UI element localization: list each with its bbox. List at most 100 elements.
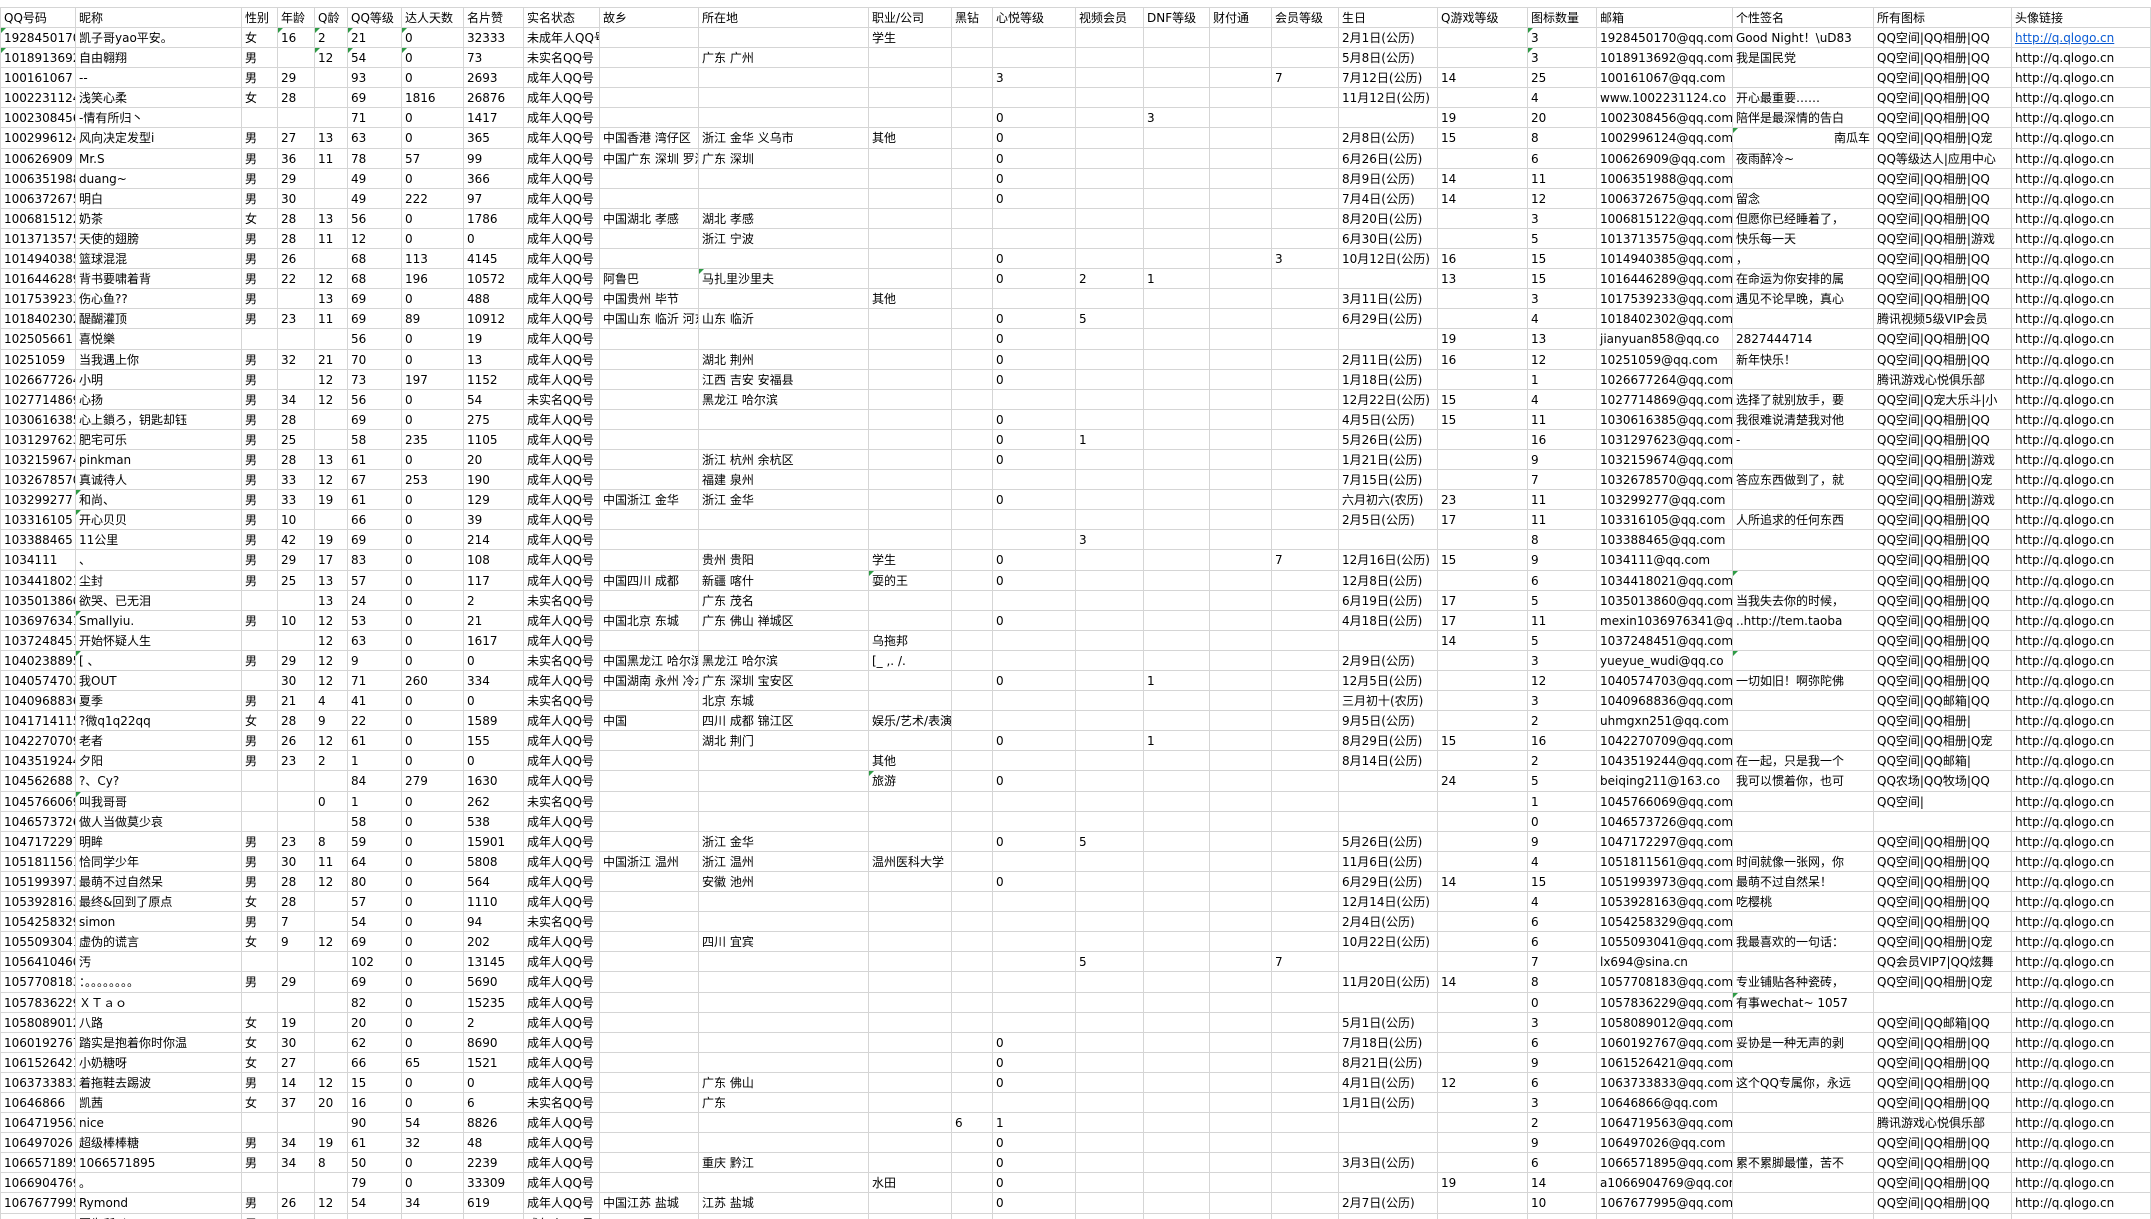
cell[interactable]: 0 [1528, 811, 1597, 832]
cell[interactable]: 0 [402, 550, 464, 571]
cell[interactable]: 成年人QQ号 [524, 610, 600, 631]
cell[interactable] [242, 630, 278, 651]
cell[interactable]: 15 [1438, 128, 1528, 149]
cell[interactable] [1438, 1113, 1528, 1134]
cell[interactable]: ?、Cy? [76, 771, 242, 792]
cell[interactable] [869, 1193, 952, 1214]
cell[interactable]: 1047172297@qq.com [1597, 831, 1733, 852]
cell[interactable]: 0 [402, 349, 464, 370]
cell[interactable]: 其他 [869, 128, 952, 149]
cell[interactable] [1438, 831, 1528, 852]
cell[interactable]: 103299277 [0, 490, 76, 511]
cell[interactable] [1733, 811, 1874, 832]
cell[interactable]: 人所追求的任何东西 [1733, 510, 1874, 531]
cell[interactable] [1272, 751, 1339, 772]
cell[interactable] [1210, 1052, 1272, 1073]
cell[interactable]: 84 [348, 771, 402, 792]
cell[interactable]: 成年人QQ号 [524, 228, 600, 250]
cell[interactable]: 5 [1076, 309, 1144, 330]
cell[interactable]: 0 [993, 550, 1076, 571]
cell[interactable]: 3 [1528, 208, 1597, 229]
cell[interactable] [952, 851, 993, 872]
cell[interactable] [1272, 1092, 1339, 1114]
cell[interactable]: 71 [348, 108, 402, 129]
cell[interactable]: 3 [1528, 1092, 1597, 1114]
cell[interactable]: QQ空间|QQ相册|QQ [1874, 550, 2012, 571]
cell[interactable]: 广东 广州 [699, 48, 869, 69]
cell[interactable]: 1061526421@qq.com [1597, 1052, 1733, 1073]
cell[interactable] [952, 972, 993, 993]
cell[interactable]: 0 [993, 108, 1076, 129]
column-header[interactable]: 图标数量 [1528, 7, 1597, 28]
column-header[interactable]: 头像链接 [2012, 7, 2151, 28]
cell[interactable] [315, 510, 348, 531]
cell[interactable]: 26876 [464, 88, 524, 109]
cell[interactable] [1272, 731, 1339, 752]
cell[interactable]: 82 [348, 992, 402, 1013]
cell[interactable]: 21 [464, 610, 524, 631]
cell[interactable]: 17 [1438, 510, 1528, 531]
cell[interactable]: 小奶糖呀 [76, 1052, 242, 1073]
cell[interactable]: 1 [348, 751, 402, 772]
cell[interactable] [600, 1052, 699, 1073]
cell[interactable] [1272, 269, 1339, 290]
cell[interactable] [1438, 992, 1528, 1013]
cell[interactable]: 0 [402, 409, 464, 430]
cell[interactable]: 0 [402, 992, 464, 1013]
cell[interactable]: 89 [402, 309, 464, 330]
cell[interactable] [869, 490, 952, 511]
cell[interactable]: 0 [402, 48, 464, 69]
cell[interactable]: 0 [993, 1052, 1076, 1073]
cell[interactable] [952, 208, 993, 229]
cell[interactable]: 成年人QQ号 [524, 811, 600, 832]
cell[interactable]: 女 [242, 28, 278, 49]
cell[interactable]: 2月11日(公历) [1339, 349, 1438, 370]
cell[interactable]: 1054258329@qq.com [1597, 912, 1733, 933]
cell[interactable]: 女 [242, 208, 278, 229]
cell[interactable]: 成年人QQ号 [524, 510, 600, 531]
cell[interactable]: 广东 深圳 宝安区 [699, 671, 869, 692]
cell[interactable]: http://q.qlogo.cn [2012, 1173, 2151, 1194]
cell[interactable]: QQ空间|QQ相册|Q宠 [1874, 128, 2012, 149]
cell[interactable]: http://q.qlogo.cn [2012, 671, 2151, 692]
cell[interactable]: 未实名QQ号 [524, 590, 600, 611]
cell[interactable]: 48 [464, 1133, 524, 1154]
cell[interactable] [952, 630, 993, 651]
cell[interactable]: 56 [348, 208, 402, 229]
cell[interactable]: 0 [993, 610, 1076, 631]
cell[interactable]: 34 [402, 1193, 464, 1214]
cell[interactable]: 广东 佛山 [699, 1072, 869, 1093]
cell[interactable]: 恰同学少年 [76, 851, 242, 872]
cell[interactable] [1144, 550, 1210, 571]
cell[interactable]: 28 [278, 871, 315, 893]
cell[interactable]: 成年人QQ号 [524, 871, 600, 893]
cell[interactable]: 成年人QQ号 [524, 269, 600, 290]
cell[interactable] [1339, 1133, 1438, 1154]
cell[interactable]: 1053928163 [0, 892, 76, 913]
cell[interactable]: 1630 [464, 771, 524, 792]
cell[interactable]: 15 [1438, 731, 1528, 752]
cell[interactable]: 11 [315, 851, 348, 872]
cell[interactable] [1210, 88, 1272, 109]
cell[interactable] [600, 168, 699, 189]
cell[interactable] [952, 771, 993, 792]
cell[interactable]: http://q.qlogo.cn [2012, 208, 2151, 229]
cell[interactable]: 30 [278, 1032, 315, 1053]
cell[interactable]: 10912 [464, 309, 524, 330]
cell[interactable]: 253 [402, 470, 464, 491]
cell[interactable]: 28 [278, 208, 315, 229]
cell[interactable]: 成年人QQ号 [524, 369, 600, 390]
cell[interactable] [699, 329, 869, 350]
cell[interactable] [600, 1133, 699, 1154]
cell[interactable] [869, 429, 952, 450]
cell[interactable] [1438, 932, 1528, 953]
cell[interactable]: 男 [242, 349, 278, 370]
cell[interactable] [1733, 530, 1874, 551]
cell[interactable] [1272, 691, 1339, 712]
cell[interactable]: 中国香港 湾仔区 [600, 128, 699, 149]
cell[interactable] [1438, 1153, 1528, 1174]
cell[interactable] [1272, 650, 1339, 671]
cell[interactable]: 成年人QQ号 [524, 1072, 600, 1093]
cell[interactable]: 江苏 盐城 [699, 1193, 869, 1214]
cell[interactable]: 12 [315, 610, 348, 631]
